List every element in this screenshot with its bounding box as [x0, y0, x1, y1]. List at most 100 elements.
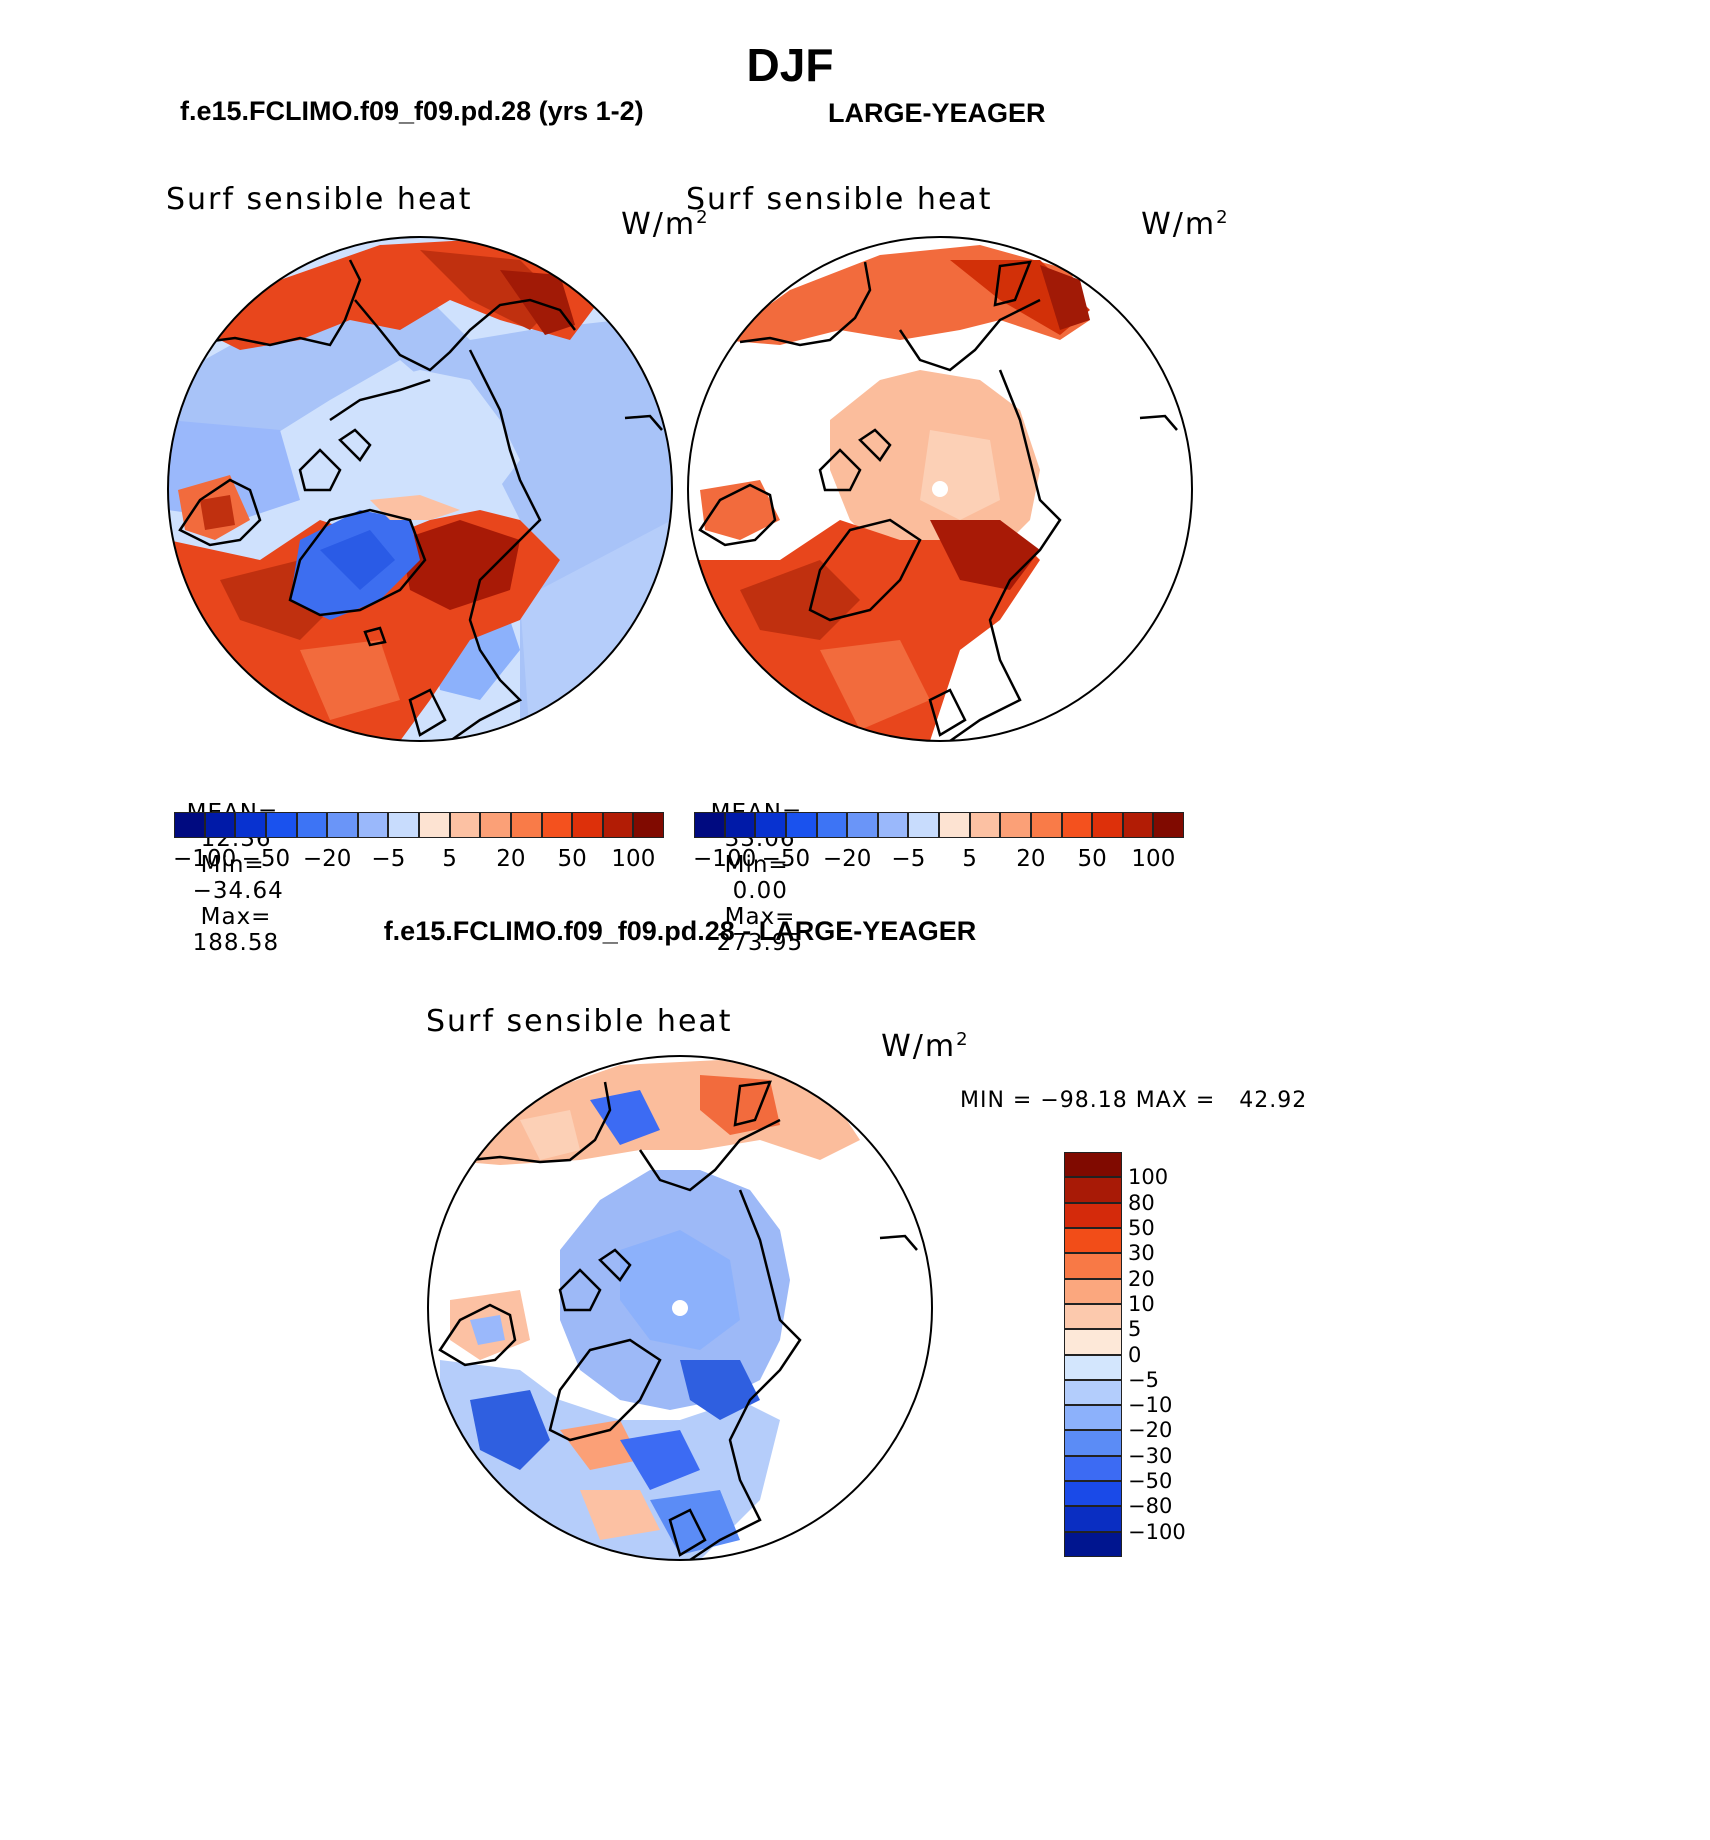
right-min-label: Min= — [724, 852, 789, 878]
colorbar-swatch — [357, 812, 389, 838]
right-max-value: 273.95 — [716, 930, 804, 956]
left-min-value: −34.64 — [192, 878, 284, 904]
colorbar-tick-label: −50 — [1128, 1469, 1173, 1494]
colorbar-tick-label: 5 — [962, 846, 977, 872]
colorbar-tick-label: 100 — [611, 846, 656, 872]
diff-colorbar — [1064, 1152, 1122, 1557]
colorbar-tick-label: 0 — [1128, 1342, 1142, 1367]
right-colorbar — [694, 812, 1184, 838]
colorbar-tick-label: 100 — [1128, 1165, 1169, 1190]
colorbar-tick-label: 30 — [1128, 1241, 1155, 1266]
right-units-exp: 2 — [1216, 207, 1230, 228]
colorbar-tick-label: −10 — [1128, 1393, 1173, 1418]
colorbar-swatch — [327, 812, 358, 838]
colorbar-tick-label: −50 — [241, 846, 291, 872]
colorbar-swatch — [1064, 1481, 1122, 1507]
colorbar-tick-label: 5 — [1128, 1317, 1142, 1342]
colorbar-tick-label: −5 — [891, 846, 926, 872]
colorbar-swatch — [1122, 812, 1154, 838]
colorbar-tick-label: −5 — [371, 846, 406, 872]
colorbar-swatch — [174, 812, 205, 838]
colorbar-tick-label: 20 — [496, 846, 526, 872]
colorbar-swatch — [1064, 1430, 1122, 1456]
colorbar-swatch — [1064, 1455, 1122, 1482]
colorbar-swatch — [419, 812, 450, 838]
colorbar-tick-label: −5 — [1128, 1367, 1159, 1392]
diff-units-exp: 2 — [956, 1029, 970, 1050]
colorbar-swatch — [265, 812, 297, 838]
diff-units: W/m2 — [858, 994, 970, 1064]
right-units: W/m2 — [1118, 172, 1230, 242]
colorbar-tick-label: 10 — [1128, 1291, 1155, 1316]
colorbar-swatch — [1030, 812, 1062, 838]
colorbar-swatch — [755, 812, 786, 838]
colorbar-tick-label: −100 — [1128, 1519, 1186, 1544]
colorbar-swatch — [1153, 812, 1184, 838]
colorbar-swatch — [847, 812, 878, 838]
colorbar-swatch — [785, 812, 817, 838]
colorbar-swatch — [1064, 1531, 1122, 1557]
colorbar-swatch — [388, 812, 419, 838]
colorbar-tick-label: −20 — [302, 846, 352, 872]
colorbar-tick-label: 50 — [1077, 846, 1107, 872]
diff-minmax: MIN = −98.18 MAX = 42.92 — [960, 1088, 1308, 1113]
colorbar-swatch — [1064, 1303, 1122, 1330]
colorbar-swatch — [204, 812, 236, 838]
main-title: DJF — [746, 39, 834, 91]
colorbar-tick-label: −20 — [1128, 1418, 1173, 1443]
right-colorbar-labels: −100 −50 −20 −5 5 20 50 100 — [693, 846, 1184, 874]
colorbar-swatch — [235, 812, 266, 838]
right-min-value: 0.00 — [732, 878, 788, 904]
colorbar-swatch — [1064, 1506, 1122, 1532]
colorbar-tick-label: 50 — [1128, 1215, 1155, 1240]
colorbar-swatch — [877, 812, 909, 838]
colorbar-swatch — [510, 812, 542, 838]
colorbar-swatch — [1064, 1227, 1122, 1254]
colorbar-swatch — [939, 812, 970, 838]
colorbar-tick-label: −100 — [173, 846, 237, 872]
colorbar-swatch — [1064, 1405, 1122, 1431]
colorbar-swatch — [816, 812, 848, 838]
colorbar-swatch — [633, 812, 664, 838]
colorbar-tick-label: −50 — [761, 846, 811, 872]
colorbar-swatch — [572, 812, 603, 838]
colorbar-swatch — [694, 812, 725, 838]
colorbar-swatch — [1064, 1152, 1122, 1178]
colorbar-swatch — [1064, 1202, 1122, 1228]
diff-variable-label: Surf sensible heat — [426, 1004, 733, 1039]
colorbar-swatch — [1061, 812, 1093, 838]
left-max-label: Max= — [200, 904, 272, 930]
left-variable-label: Surf sensible heat — [166, 182, 473, 217]
colorbar-tick-label: −30 — [1128, 1443, 1173, 1468]
right-case-title: LARGE-YEAGER — [828, 98, 1046, 128]
colorbar-swatch — [1064, 1379, 1122, 1406]
colorbar-swatch — [1064, 1354, 1122, 1380]
colorbar-swatch — [1064, 1177, 1122, 1203]
colorbar-swatch — [724, 812, 756, 838]
colorbar-swatch — [1064, 1329, 1122, 1355]
left-case-title: f.e15.FCLIMO.f09_f09.pd.28 (yrs 1-2) — [180, 96, 644, 126]
colorbar-swatch — [480, 812, 511, 838]
colorbar-swatch — [1064, 1278, 1122, 1304]
colorbar-tick-label: 100 — [1131, 846, 1176, 872]
colorbar-swatch — [969, 812, 1001, 838]
colorbar-swatch — [449, 812, 481, 838]
left-units-exp: 2 — [696, 207, 710, 228]
colorbar-swatch — [1092, 812, 1123, 838]
diff-units-base: W/m — [881, 1029, 957, 1064]
colorbar-tick-label: 50 — [557, 846, 587, 872]
colorbar-tick-label: 80 — [1128, 1190, 1155, 1215]
diff-colorbar-labels: 100 80 50 30 20 10 5 0 −5 −10 −20 −30 −50 −80 −100 — [1128, 1152, 1218, 1557]
left-max-value: 188.58 — [192, 930, 280, 956]
colorbar-swatch — [296, 812, 328, 838]
right-variable-label: Surf sensible heat — [686, 182, 993, 217]
left-colorbar-labels: −100 −50 −20 −5 5 20 50 100 — [173, 846, 664, 874]
left-units-base: W/m — [621, 207, 697, 242]
colorbar-tick-label: 20 — [1016, 846, 1046, 872]
colorbar-swatch — [1064, 1253, 1122, 1279]
right-max-label: Max= — [724, 904, 796, 930]
colorbar-tick-label: 5 — [442, 846, 457, 872]
left-min-label: Min= — [200, 852, 265, 878]
colorbar-tick-label: 20 — [1128, 1266, 1155, 1291]
right-units-base: W/m — [1141, 207, 1217, 242]
